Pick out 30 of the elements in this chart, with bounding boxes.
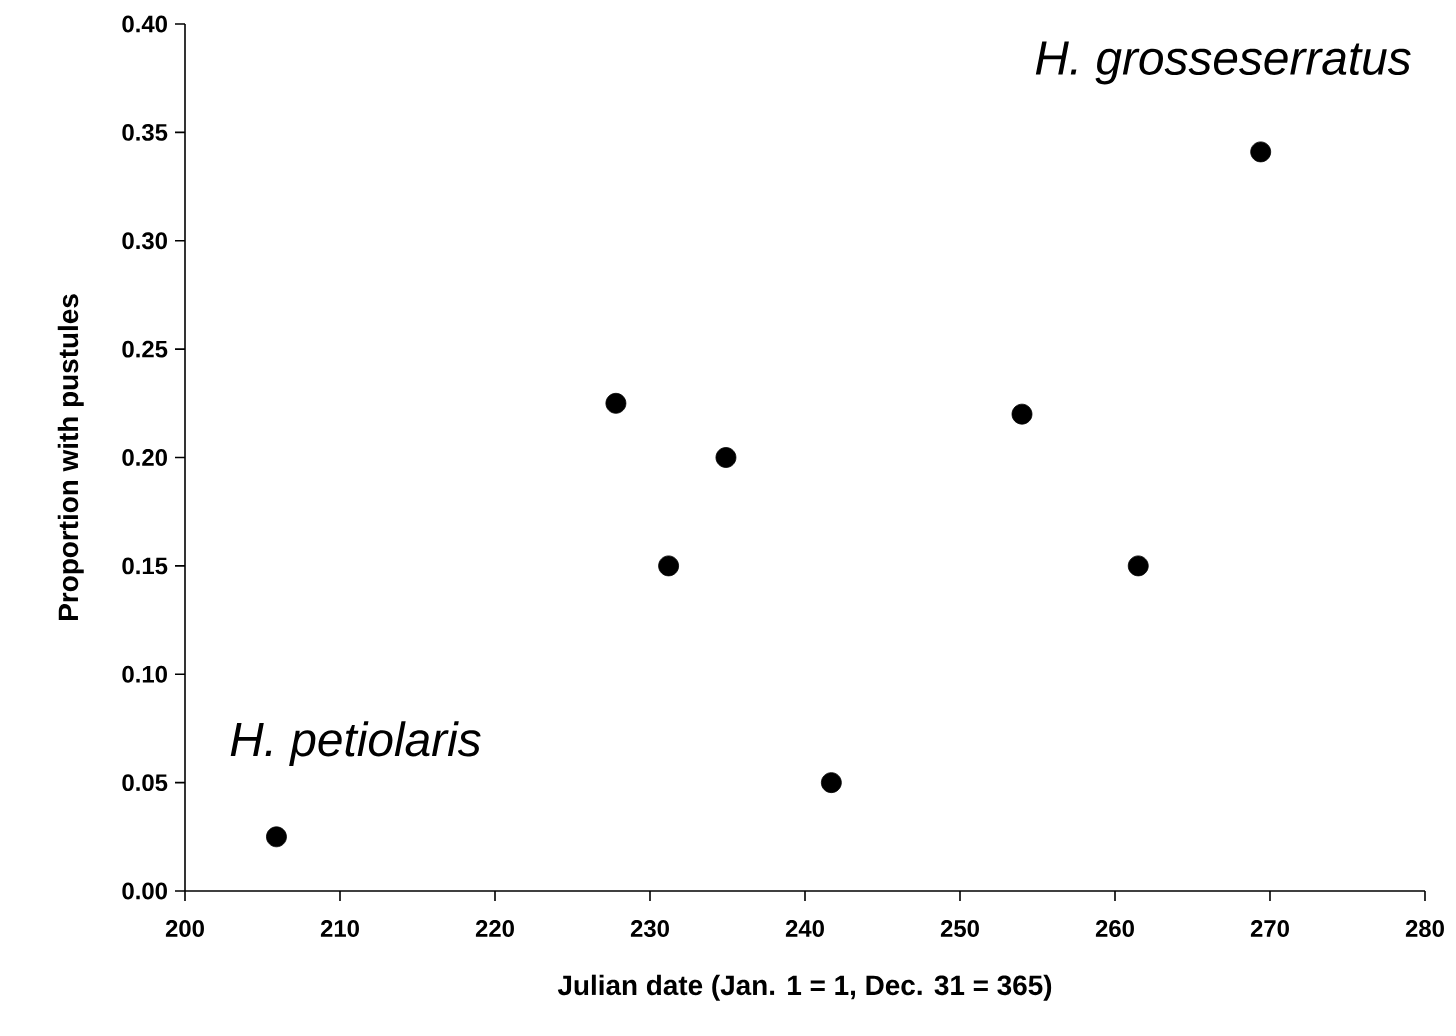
- point: [1127, 555, 1149, 577]
- x-tick-label: 220: [475, 920, 514, 937]
- y-tick-label: 0.10: [122, 665, 167, 683]
- x-tick-label: 270: [1250, 920, 1289, 937]
- y-axis-title: Proportion with pustules: [57, 294, 84, 620]
- x-tick-label: 200: [165, 920, 204, 937]
- point: [715, 447, 737, 468]
- x-tick-label: 260: [1095, 920, 1134, 937]
- y-tick-label: 0.30: [122, 232, 167, 250]
- point: [820, 772, 842, 794]
- point: [1250, 141, 1272, 163]
- y-tick-label: 0.35: [122, 123, 168, 141]
- y-tick-label: 0.25: [122, 340, 168, 358]
- x-tick-label: 280: [1405, 920, 1444, 937]
- y-tick-label: 0.40: [122, 15, 167, 33]
- point: [1011, 403, 1033, 425]
- y-tick-label: 0.15: [122, 557, 168, 575]
- x-tick-label: 250: [940, 920, 979, 937]
- point: [266, 826, 287, 848]
- x-tick-label: 240: [785, 920, 824, 937]
- point: [605, 392, 627, 414]
- y-tick-label: 0.05: [122, 774, 168, 792]
- point: [658, 555, 679, 577]
- annotation: H. petiolaris: [230, 721, 481, 766]
- x-tick-label: 230: [630, 920, 669, 938]
- x-axis-title: Julian date (Jan. 1 = 1, Dec. 31 = 365): [557, 974, 1052, 1001]
- annotation: H. grosseserratus: [1035, 41, 1411, 85]
- y-tick-label: 0.00: [122, 882, 167, 900]
- x-tick-label: 210: [320, 920, 359, 937]
- y-tick-label: 0.20: [122, 449, 167, 466]
